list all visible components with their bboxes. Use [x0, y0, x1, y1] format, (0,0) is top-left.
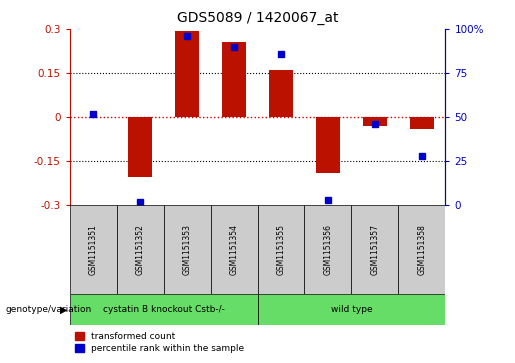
Text: GSM1151358: GSM1151358: [418, 224, 426, 275]
Text: GSM1151357: GSM1151357: [370, 224, 380, 275]
Bar: [363, 117, 387, 126]
Text: GSM1151355: GSM1151355: [277, 224, 285, 275]
Bar: [258, 205, 304, 294]
Bar: [128, 117, 152, 177]
Text: cystatin B knockout Cstb-/-: cystatin B knockout Cstb-/-: [102, 305, 225, 314]
Bar: [399, 205, 445, 294]
Bar: [70, 205, 116, 294]
Text: GSM1151353: GSM1151353: [182, 224, 192, 275]
Bar: [410, 117, 434, 129]
Legend: transformed count, percentile rank within the sample: transformed count, percentile rank withi…: [72, 329, 248, 357]
Bar: [175, 30, 199, 117]
Bar: [269, 70, 293, 117]
Bar: [164, 205, 211, 294]
Bar: [316, 117, 340, 173]
Bar: [116, 205, 164, 294]
Bar: [211, 205, 258, 294]
Bar: [258, 294, 445, 325]
Bar: [352, 205, 399, 294]
Text: GSM1151356: GSM1151356: [323, 224, 333, 275]
Text: ▶: ▶: [60, 305, 68, 314]
Bar: [70, 294, 258, 325]
Bar: [304, 205, 352, 294]
Text: GSM1151351: GSM1151351: [89, 224, 97, 275]
Bar: [222, 42, 246, 117]
Text: GSM1151354: GSM1151354: [230, 224, 238, 275]
Title: GDS5089 / 1420067_at: GDS5089 / 1420067_at: [177, 11, 338, 25]
Text: genotype/variation: genotype/variation: [5, 305, 91, 314]
Text: GSM1151352: GSM1151352: [135, 224, 145, 275]
Text: wild type: wild type: [331, 305, 372, 314]
